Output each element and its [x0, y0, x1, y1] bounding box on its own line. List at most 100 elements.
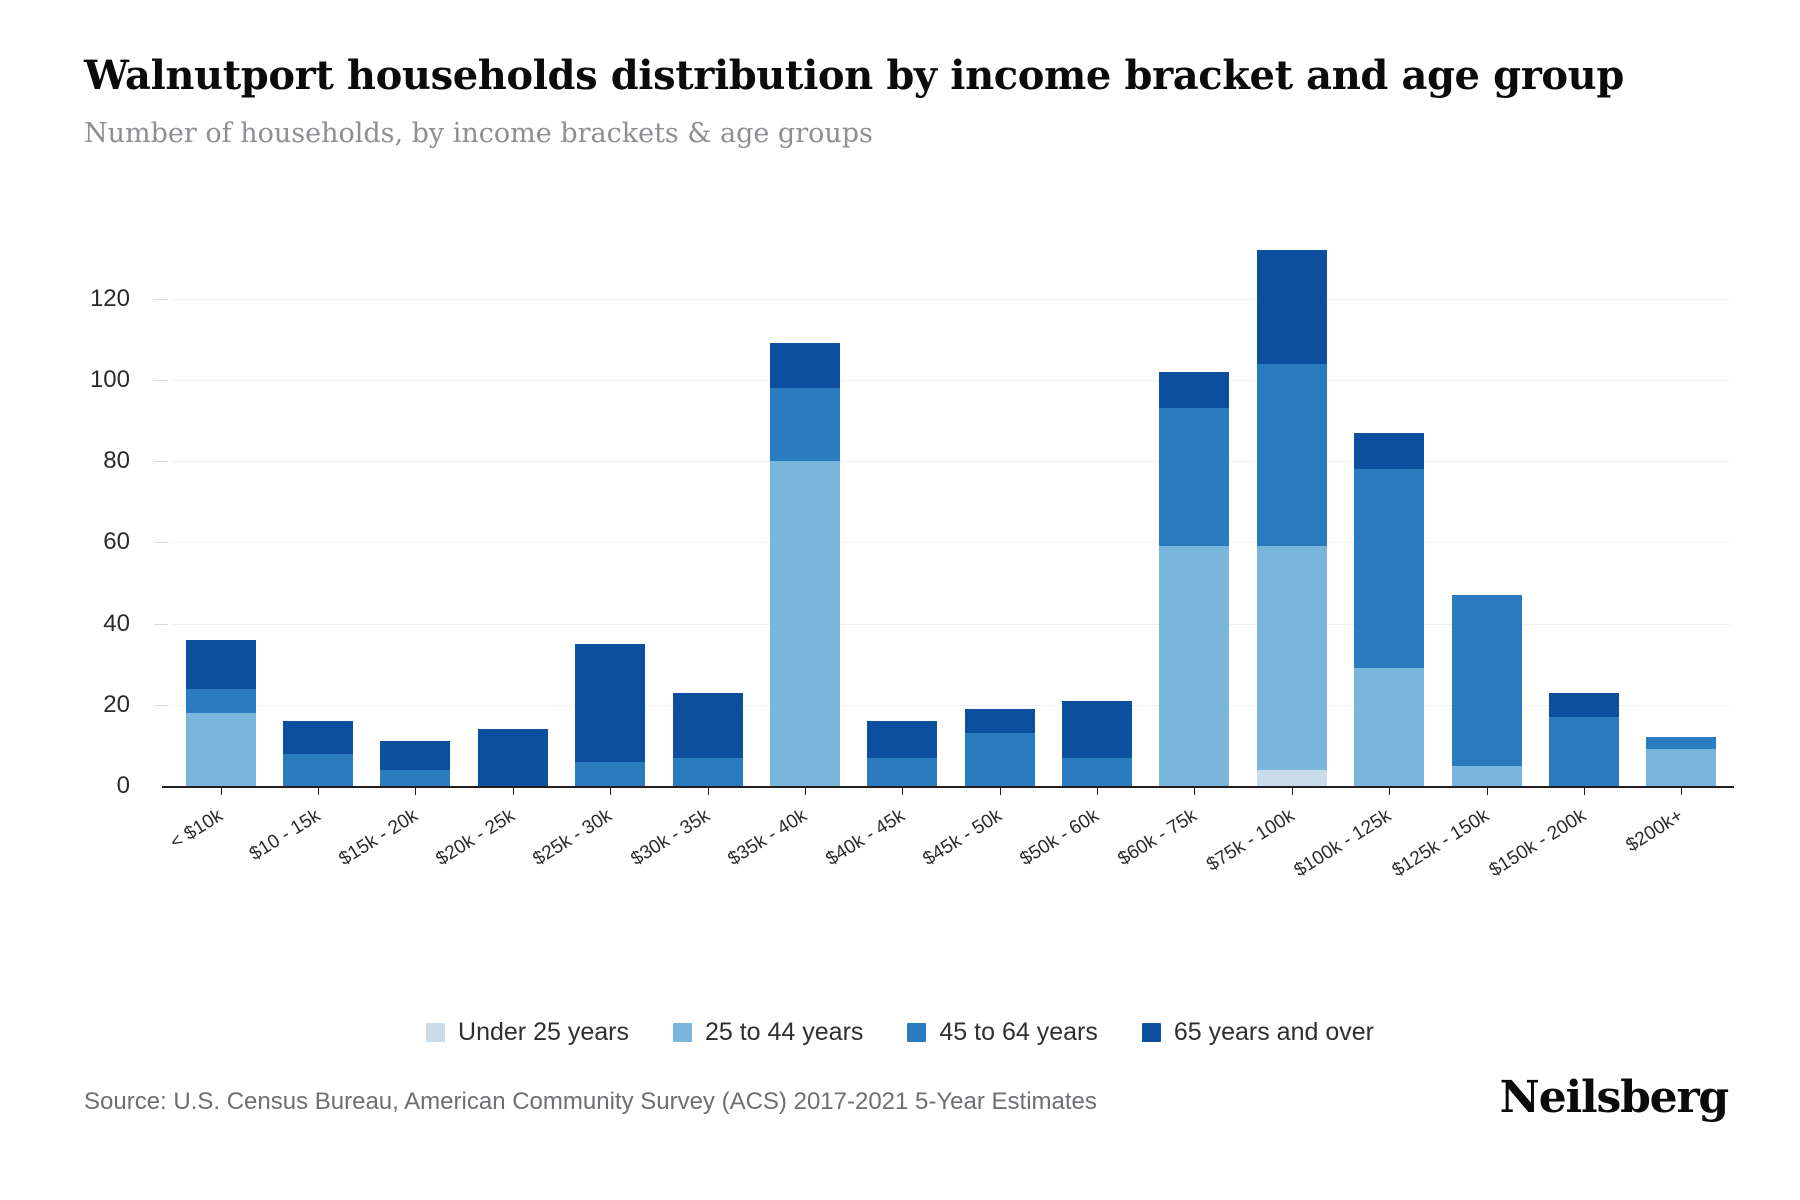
- bar-segment[interactable]: [380, 741, 451, 770]
- legend-item[interactable]: 65 years and over: [1141, 1018, 1374, 1047]
- y-tick-mark: [154, 704, 168, 706]
- bar-group[interactable]: [1146, 250, 1243, 786]
- bar-segment[interactable]: [1256, 546, 1327, 770]
- gridline: [172, 298, 1730, 300]
- bar-stack[interactable]: [283, 721, 354, 786]
- bar-segment[interactable]: [575, 643, 646, 762]
- x-tick-mark: [707, 786, 709, 795]
- bar-group[interactable]: [1535, 250, 1632, 786]
- bar-segment[interactable]: [1354, 469, 1425, 669]
- bar-segment[interactable]: [380, 769, 451, 786]
- bar-stack[interactable]: [1354, 432, 1425, 786]
- bar-group[interactable]: [172, 250, 269, 786]
- bar-segment[interactable]: [1062, 757, 1133, 786]
- legend-item[interactable]: Under 25 years: [426, 1018, 629, 1047]
- bar-stack[interactable]: [1256, 250, 1327, 786]
- bar-segment[interactable]: [1354, 432, 1425, 470]
- y-axis-tick-label: 0: [116, 772, 130, 799]
- bar-segment[interactable]: [1159, 371, 1230, 409]
- bar-group[interactable]: [1633, 250, 1730, 786]
- bar-segment[interactable]: [1159, 408, 1230, 547]
- bar-group[interactable]: [367, 250, 464, 786]
- bar-group[interactable]: [1341, 250, 1438, 786]
- bar-segment[interactable]: [1256, 769, 1327, 786]
- x-tick-slot: [172, 786, 269, 796]
- bar-stack[interactable]: [1646, 737, 1717, 786]
- bar-segment[interactable]: [1354, 668, 1425, 786]
- gridline: [172, 542, 1730, 544]
- legend-label: 45 to 64 years: [939, 1018, 1098, 1046]
- bar-segment[interactable]: [477, 729, 548, 786]
- bar-stack[interactable]: [185, 639, 256, 786]
- bar-group[interactable]: [1243, 250, 1340, 786]
- bar-segment[interactable]: [185, 688, 256, 713]
- bar-group[interactable]: [1438, 250, 1535, 786]
- bar-group[interactable]: [269, 250, 366, 786]
- bar-group[interactable]: [756, 250, 853, 786]
- bar-segment[interactable]: [1548, 692, 1619, 717]
- legend-swatch-icon: [1141, 1023, 1161, 1042]
- x-tick-slot: [659, 786, 756, 796]
- y-axis-tick-label: 60: [103, 528, 130, 556]
- bar-segment[interactable]: [1256, 363, 1327, 547]
- legend-item[interactable]: 25 to 44 years: [672, 1018, 863, 1047]
- bar-segment[interactable]: [283, 753, 354, 786]
- bar-segment[interactable]: [964, 733, 1035, 786]
- bar-group[interactable]: [854, 250, 951, 786]
- bar-segment[interactable]: [1548, 716, 1619, 786]
- bar-segment[interactable]: [672, 757, 743, 786]
- bar-segment[interactable]: [575, 761, 646, 786]
- bar-stack[interactable]: [1451, 595, 1522, 786]
- bar-stack[interactable]: [769, 343, 840, 786]
- gridline: [172, 623, 1730, 625]
- bar-segment[interactable]: [769, 461, 840, 786]
- bar-segment[interactable]: [1451, 595, 1522, 766]
- bar-segment[interactable]: [672, 692, 743, 758]
- bar-stack[interactable]: [672, 692, 743, 786]
- x-tick-slot: [1243, 786, 1340, 796]
- bar-segment[interactable]: [1451, 765, 1522, 786]
- source-note: Source: U.S. Census Bureau, American Com…: [84, 1088, 1097, 1115]
- bar-segment[interactable]: [1062, 700, 1133, 758]
- x-tick-mark: [220, 786, 222, 795]
- bar-group[interactable]: [659, 250, 756, 786]
- legend-label: Under 25 years: [458, 1018, 629, 1046]
- gridline: [172, 461, 1730, 463]
- y-axis-tick-label: 120: [89, 284, 130, 312]
- bar-stack[interactable]: [477, 729, 548, 786]
- bar-segment[interactable]: [769, 388, 840, 462]
- bar-stack[interactable]: [1548, 692, 1619, 786]
- bar-group[interactable]: [464, 250, 561, 786]
- bar-stack[interactable]: [867, 721, 938, 786]
- bar-segment[interactable]: [185, 712, 256, 786]
- legend-swatch-icon: [907, 1023, 927, 1042]
- x-label-slot: $200k+: [1623, 796, 1730, 886]
- x-tick-slot: [756, 786, 853, 796]
- bar-segment[interactable]: [964, 708, 1035, 734]
- bar-stack[interactable]: [1062, 700, 1133, 786]
- bar-group[interactable]: [1048, 250, 1145, 786]
- bar-segment[interactable]: [1646, 737, 1717, 750]
- bar-segment[interactable]: [1256, 250, 1327, 364]
- bar-segment[interactable]: [769, 343, 840, 389]
- legend-swatch-icon: [672, 1023, 692, 1042]
- x-tick-mark: [1291, 786, 1293, 795]
- x-tick-slot: [1633, 786, 1730, 796]
- bar-group[interactable]: [951, 250, 1048, 786]
- bar-group[interactable]: [562, 250, 659, 786]
- bar-segment[interactable]: [1159, 546, 1230, 786]
- x-tick-mark: [902, 786, 904, 795]
- bar-segment[interactable]: [867, 721, 938, 758]
- bar-segment[interactable]: [185, 639, 256, 689]
- bar-stack[interactable]: [575, 643, 646, 786]
- bar-segment[interactable]: [283, 721, 354, 754]
- bar-segment[interactable]: [867, 757, 938, 786]
- bar-stack[interactable]: [380, 741, 451, 786]
- bar-stack[interactable]: [1159, 371, 1230, 786]
- x-tick-mark: [1681, 786, 1683, 795]
- page-title: Walnutport households distribution by in…: [84, 52, 1624, 99]
- legend-item[interactable]: 45 to 64 years: [907, 1018, 1098, 1047]
- bar-stack[interactable]: [964, 708, 1035, 786]
- bar-segment[interactable]: [1646, 749, 1717, 786]
